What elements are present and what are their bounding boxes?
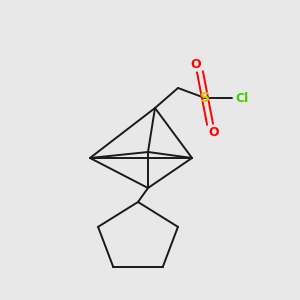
Text: O: O (191, 58, 201, 70)
Text: S: S (200, 91, 210, 105)
Text: O: O (209, 125, 219, 139)
Text: Cl: Cl (236, 92, 249, 104)
